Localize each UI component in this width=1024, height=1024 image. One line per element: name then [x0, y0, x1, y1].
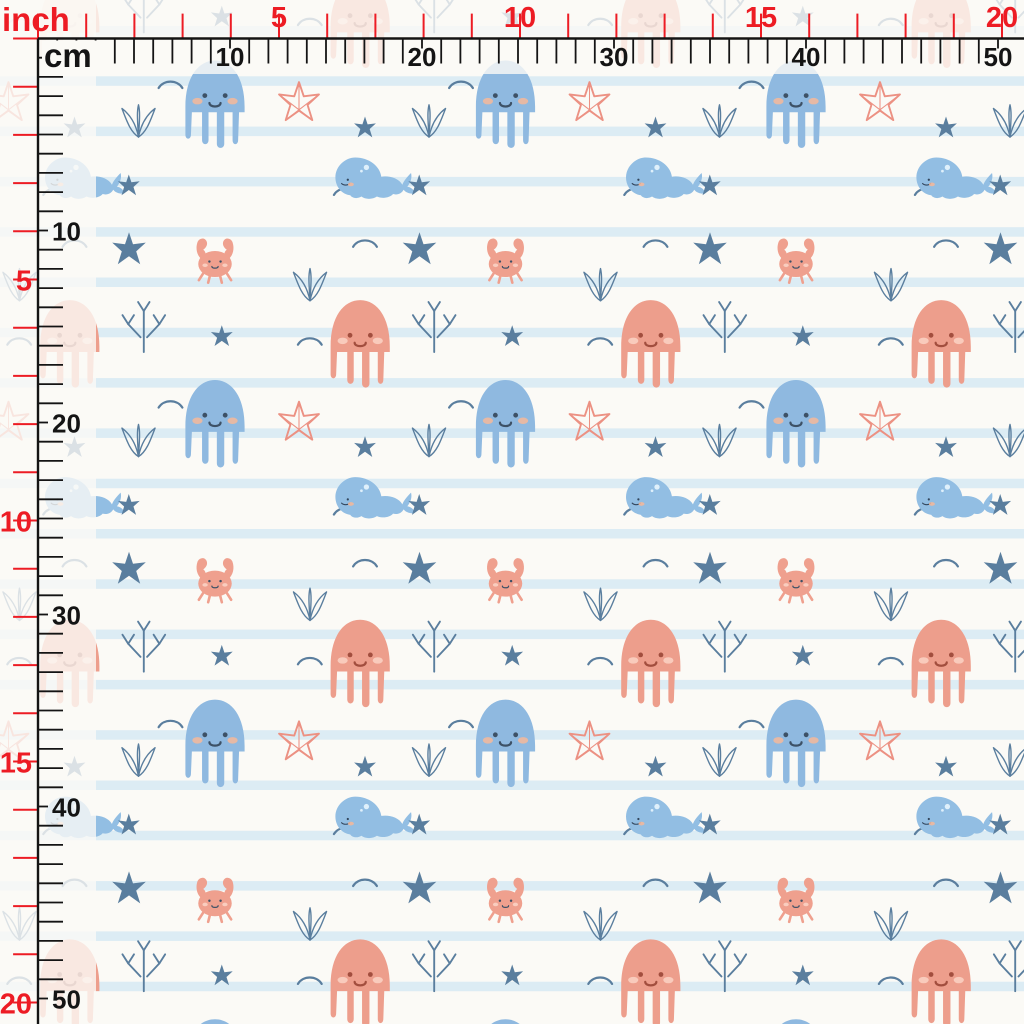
svg-text:10: 10 [504, 2, 536, 34]
svg-text:15: 15 [745, 2, 777, 34]
svg-text:20: 20 [986, 2, 1018, 34]
svg-text:10: 10 [216, 42, 245, 72]
svg-text:40: 40 [792, 42, 821, 72]
svg-text:20: 20 [0, 989, 32, 1021]
svg-text:40: 40 [52, 793, 81, 823]
svg-text:20: 20 [52, 409, 81, 439]
svg-text:50: 50 [984, 42, 1013, 72]
svg-text:20: 20 [408, 42, 437, 72]
svg-text:10: 10 [52, 217, 81, 247]
svg-text:5: 5 [271, 2, 287, 34]
svg-text:30: 30 [600, 42, 629, 72]
svg-text:10: 10 [0, 507, 32, 539]
svg-text:50: 50 [52, 985, 81, 1015]
svg-text:5: 5 [16, 266, 32, 298]
svg-text:cm: cm [44, 37, 92, 74]
svg-text:30: 30 [52, 601, 81, 631]
svg-text:15: 15 [0, 748, 32, 780]
svg-text:inch: inch [2, 1, 70, 38]
